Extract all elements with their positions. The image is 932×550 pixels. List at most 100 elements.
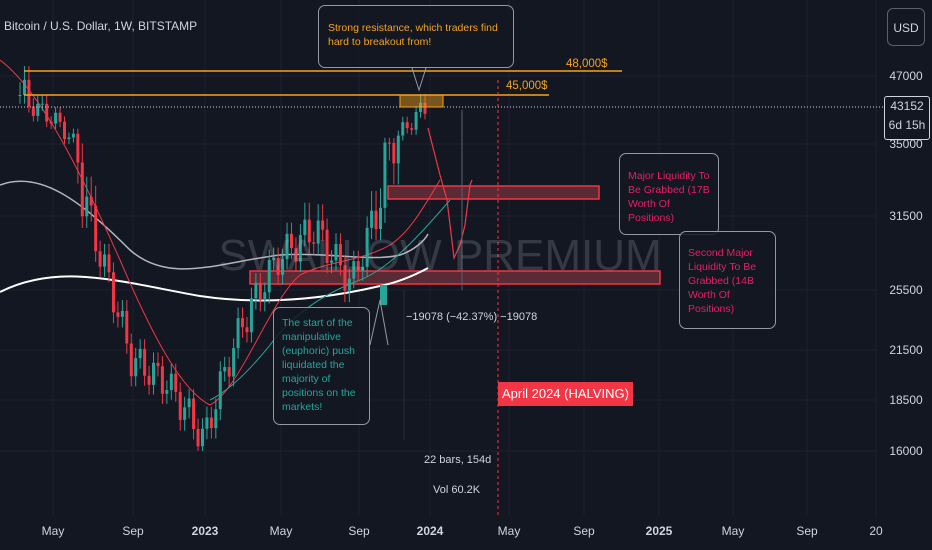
- candle-body: [58, 112, 62, 122]
- candle-body: [120, 310, 124, 317]
- candle-body: [49, 121, 53, 124]
- candle-body: [245, 327, 249, 333]
- candle-body: [258, 282, 262, 301]
- candle-body: [169, 373, 173, 391]
- candle-body: [31, 106, 35, 116]
- candle-body: [249, 298, 253, 333]
- level-48k-label: 48,000$: [566, 58, 608, 70]
- candle-body: [94, 205, 98, 252]
- volume-label: Vol 60.2K: [433, 484, 481, 496]
- candle-body: [325, 229, 329, 263]
- measure-label: −19078 (−42.37%) −19078: [406, 311, 538, 323]
- candle-body: [330, 260, 334, 263]
- halving-label[interactable]: April 2024 (HALVING): [498, 382, 633, 406]
- x-tick-label: May: [270, 524, 293, 538]
- candle-body: [316, 220, 320, 244]
- candle-body: [192, 398, 196, 429]
- candle-body: [196, 428, 200, 447]
- candle-body: [138, 348, 142, 359]
- x-tick-label: 2024: [417, 524, 444, 538]
- candle-body: [187, 398, 191, 408]
- candle-body: [209, 417, 213, 429]
- candle-body: [125, 310, 129, 344]
- y-tick-label: 47000: [889, 69, 923, 83]
- candle-body: [40, 103, 44, 105]
- candle-body: [405, 122, 409, 129]
- candle-body: [347, 278, 351, 291]
- candle-body: [63, 121, 67, 140]
- candle-body: [232, 348, 236, 377]
- candle-body: [103, 254, 107, 267]
- candle-body: [200, 428, 204, 447]
- liquidity-note-1[interactable]: Major Liquidity To Be Grabbed (17B Worth…: [619, 153, 719, 235]
- candle-body: [85, 196, 89, 217]
- candle-body: [205, 417, 209, 429]
- candle-body: [370, 210, 374, 228]
- resistance-levels: [0, 70, 884, 108]
- resistance-zone: [399, 94, 444, 108]
- ma-green: [209, 199, 451, 401]
- chart-grid: [0, 0, 877, 516]
- ma-200w: [0, 267, 429, 302]
- candle-body: [18, 95, 22, 96]
- bars-label: 22 bars, 154d: [424, 454, 492, 466]
- candle-body: [178, 391, 182, 420]
- candle-body: [174, 373, 178, 392]
- x-tick-label: May: [498, 524, 521, 538]
- candle-body: [303, 219, 307, 236]
- candle-body: [338, 244, 342, 266]
- candle-body: [45, 103, 49, 122]
- candle-body: [89, 196, 93, 206]
- candle-body: [387, 142, 391, 144]
- candle-body: [27, 79, 31, 107]
- x-tick-label: 2023: [192, 524, 219, 538]
- candle-body: [396, 135, 400, 164]
- candle-body: [107, 254, 111, 273]
- currency-button[interactable]: USD: [887, 8, 925, 46]
- y-tick-label: 25500: [889, 283, 923, 297]
- candle-body: [111, 272, 115, 313]
- x-tick-label: Sep: [573, 524, 595, 538]
- candle-body: [98, 251, 102, 267]
- candle-body: [236, 318, 240, 349]
- candle-body: [361, 266, 365, 271]
- candle-body: [321, 220, 325, 230]
- candle-body: [223, 367, 227, 372]
- candle-body: [134, 358, 138, 377]
- candle-body: [67, 137, 71, 140]
- candle-body: [294, 248, 298, 262]
- liquidity-note-2[interactable]: Second Major Liquidity To Be Grabbed (14…: [679, 231, 776, 329]
- x-tick-label: May: [42, 524, 65, 538]
- candle-body: [410, 128, 414, 130]
- candle-body: [267, 259, 271, 293]
- x-tick-label: 20: [869, 524, 883, 538]
- candle-body: [80, 162, 84, 217]
- candle-body: [423, 102, 427, 114]
- y-tick-label: 31500: [889, 209, 923, 223]
- x-tick-label: May: [722, 524, 745, 538]
- candle-body: [227, 367, 231, 377]
- resistance-note[interactable]: Strong resistance, which traders find ha…: [318, 5, 514, 68]
- candle-body: [152, 362, 156, 385]
- candle-body: [71, 133, 75, 138]
- y-tick-label: 21500: [889, 343, 923, 357]
- candle-body: [147, 375, 151, 385]
- drawing-overlays: SWALLOW PREMIUM: [218, 67, 662, 516]
- candle-body: [298, 235, 302, 262]
- candle-body: [54, 112, 58, 124]
- bar-countdown: 6d 15h: [888, 118, 926, 132]
- x-tick-label: Sep: [796, 524, 818, 538]
- current-price-tag: 43152 6d 15h: [884, 96, 930, 140]
- candle-body: [183, 407, 187, 420]
- liquidity-zones: [249, 185, 661, 285]
- candle-body: [218, 371, 222, 410]
- current-price-value: 43152: [890, 99, 924, 113]
- candle-body: [254, 282, 258, 299]
- manipulative-note[interactable]: The start of the manipulative (euphoric)…: [273, 307, 370, 425]
- candle-body: [307, 219, 311, 243]
- candle-body: [263, 292, 267, 301]
- candle-body: [352, 261, 356, 279]
- candle-body: [241, 318, 245, 328]
- resistance-pointer: [411, 67, 427, 92]
